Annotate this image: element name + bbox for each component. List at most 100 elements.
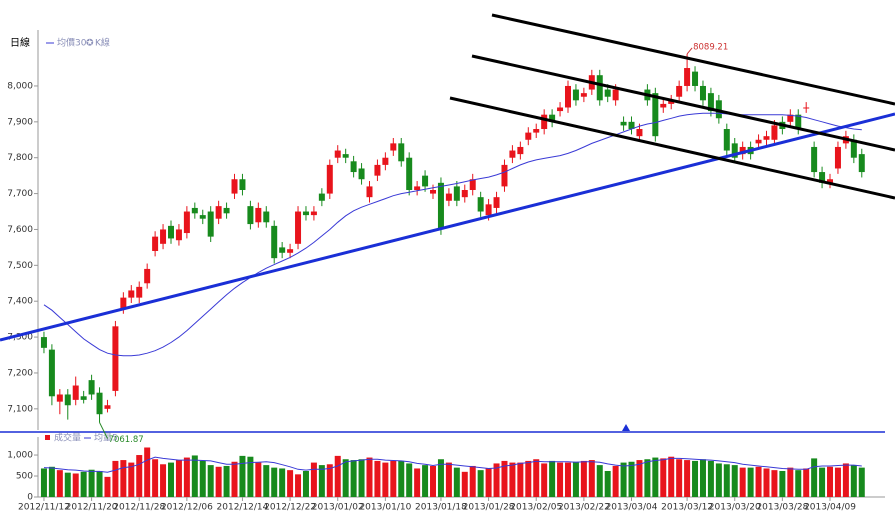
volume-bar: [136, 455, 143, 497]
volume-bar: [850, 465, 857, 497]
volume-bar: [207, 465, 214, 497]
x-tick-label: 2013/03/12: [661, 503, 713, 513]
candle-body: [247, 206, 254, 225]
volume-bar: [271, 467, 278, 497]
candle-body: [636, 129, 643, 137]
candle-body: [422, 175, 429, 187]
volume-bar: [48, 466, 55, 497]
volume-bar: [64, 472, 71, 497]
x-tick-label: 2013/01/18: [415, 503, 467, 513]
volume-bar: [493, 463, 500, 497]
candle-body: [40, 337, 47, 348]
volume-bar: [692, 460, 699, 497]
volume-bar: [588, 460, 595, 497]
volume-bar: [40, 468, 47, 497]
candle-body: [612, 89, 619, 101]
channel-line: [449, 96, 895, 200]
candle-body: [223, 207, 230, 214]
candle-body: [445, 193, 452, 201]
y-tick-label: 7,100: [7, 404, 33, 414]
y-tick-label: 7,600: [7, 225, 33, 235]
legend-volume-ma: 均量5: [94, 432, 118, 444]
candle-body: [183, 211, 190, 234]
candle-body: [437, 182, 444, 230]
volume-bar: [525, 460, 532, 497]
candle-body: [858, 154, 865, 173]
volume-bar: [152, 459, 159, 497]
y-tick-label: 7,700: [7, 189, 33, 199]
candle-body: [755, 139, 762, 144]
volume-bar: [445, 462, 452, 497]
candle-body: [390, 143, 397, 151]
volume-bar: [549, 460, 556, 497]
volume-bar: [858, 467, 865, 497]
candle-body: [572, 89, 579, 101]
volume-bar: [723, 464, 730, 497]
volume-bar: [80, 471, 87, 497]
volume-bar: [414, 468, 421, 497]
volume-bar: [755, 466, 762, 497]
candle-body: [302, 211, 309, 216]
volume-bar: [239, 455, 246, 497]
candle-body: [358, 168, 365, 180]
candle-body: [850, 139, 857, 158]
marker-triangle: [622, 424, 630, 431]
y-tick-label: 500: [16, 472, 33, 482]
volume-bar: [620, 462, 627, 497]
candle-body: [207, 211, 214, 237]
candle-body: [374, 164, 381, 176]
x-tick-label: 2012/11/28: [113, 503, 165, 513]
volume-bar: [779, 470, 786, 497]
volume-bar: [390, 460, 397, 497]
candle-body: [414, 186, 421, 190]
legend-ma: 均價30: [57, 37, 87, 49]
volume-bar: [279, 468, 286, 497]
candle-body: [604, 89, 611, 97]
volume-bar: [199, 460, 206, 497]
candle-body: [382, 157, 389, 165]
candle-body: [366, 186, 373, 198]
y-tick-label: 7,400: [7, 297, 33, 307]
candle-body: [699, 85, 706, 101]
volume-bar: [56, 470, 63, 497]
volume-bar: [707, 460, 714, 497]
candle-body: [239, 179, 246, 190]
y-tick-label: 1,000: [7, 451, 33, 461]
candle-body: [350, 161, 357, 173]
candle-body: [739, 146, 746, 155]
volume-bar: [660, 458, 667, 497]
volume-bar: [715, 463, 722, 497]
y-tick-label: 7,800: [7, 153, 33, 163]
candle-body: [80, 396, 87, 400]
candle-body: [430, 190, 437, 194]
candle-body: [453, 186, 460, 201]
trendlines: [0, 13, 895, 342]
volume-bar: [422, 465, 429, 497]
marks: 7,100 7,200 7,300 7,400 7,500 7,600 7,700 7,800…: [7, 42, 865, 513]
candle-body: [64, 394, 71, 406]
candle-body: [493, 197, 500, 208]
y-tick-label: 7,200: [7, 368, 33, 378]
volume-bar: [628, 461, 635, 497]
candle-body: [501, 164, 508, 187]
candle-body: [191, 207, 198, 214]
chart-title: 日線: [10, 36, 30, 49]
x-tick-label: 2013/04/09: [804, 503, 856, 513]
volume-bar: [96, 470, 103, 497]
volume-bar: [342, 459, 349, 497]
candle-body: [620, 121, 627, 126]
volume-bar: [430, 465, 437, 497]
volume-bar: [557, 462, 564, 497]
volume-bar: [350, 460, 357, 497]
candle-body: [318, 193, 325, 201]
volume-bar: [406, 463, 413, 497]
candle-body: [509, 150, 516, 158]
volume-bar: [668, 456, 675, 497]
volume-bar: [485, 468, 492, 497]
candle-body: [795, 114, 802, 130]
candle-body: [477, 197, 484, 212]
candle-body: [564, 85, 571, 108]
candle-body: [72, 385, 79, 400]
candle-body: [707, 93, 714, 112]
